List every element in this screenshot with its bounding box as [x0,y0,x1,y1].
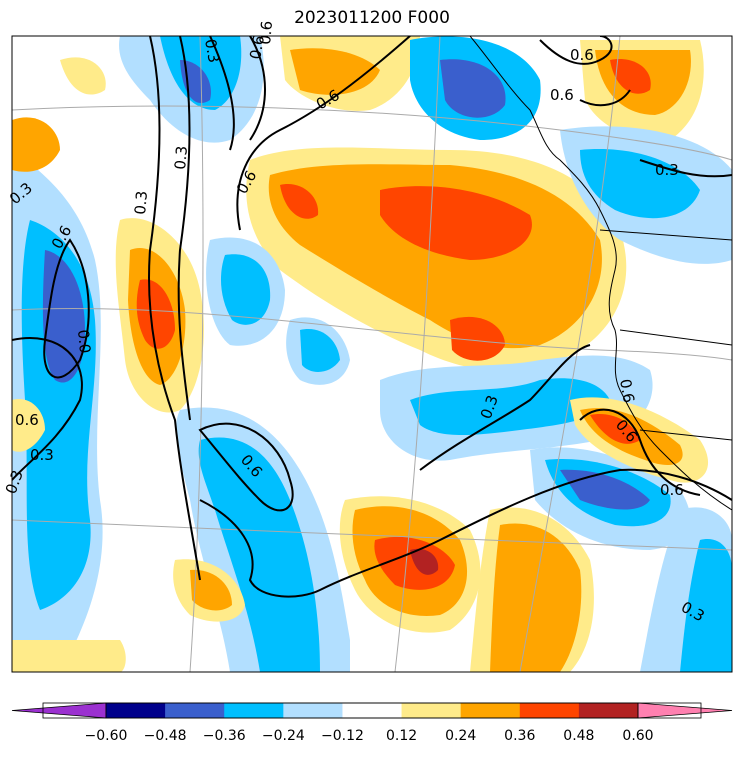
colorbar-segment [165,703,225,718]
colorbar-segment [401,703,462,718]
colorbar-segment [283,703,343,718]
colorbar-extend-low [11,702,107,719]
contour-label: 0.6 [660,481,684,499]
contour-label: 0.3 [655,161,679,179]
colorbar-segment [224,703,284,718]
contour-label: 0.6 [550,86,574,104]
contour-label: 0.6 [616,378,638,405]
contour-label: 0.3 [30,446,54,464]
contour-label: 0.0 [74,329,94,354]
plot-frame [11,35,733,673]
colorbar-segment [578,703,639,718]
colorbar-tick-label: 0.24 [445,728,477,744]
colorbar-segment [106,703,166,718]
contour-label: 0.6 [246,34,268,61]
coastlines [469,36,732,511]
colorbar-tick-label: −0.36 [202,728,246,744]
colorbar-segment [519,703,580,718]
contours [12,36,732,598]
colorbar-tick-label: 0.60 [622,728,654,744]
colorbar-tick-label: −0.24 [261,728,305,744]
colorbar-tick-label: 0.12 [385,728,418,744]
shaded-field [12,36,732,672]
contour-label: 0.6 [15,411,39,429]
colorbar-tick-label: −0.48 [143,728,187,744]
colorbar-extend-high [637,702,733,719]
colorbar-tick-label: 0.36 [504,728,536,744]
colorbar-tick-label: −0.12 [320,728,364,744]
graticule [12,36,732,672]
contour-label: 0.3 [131,190,151,215]
contour-label: 0.3 [171,145,191,170]
colorbar-tick-label: −0.60 [84,728,128,744]
colorbar-segment [460,703,521,718]
contour-label: 0.6 [570,46,594,64]
chart-title: 2023011200 F000 [294,8,450,28]
contour-label: 0.3 [201,38,223,65]
colorbar-segment [342,703,403,718]
colorbar-tick-label: 0.48 [563,728,595,744]
contour-label: 0.6 [256,20,276,45]
